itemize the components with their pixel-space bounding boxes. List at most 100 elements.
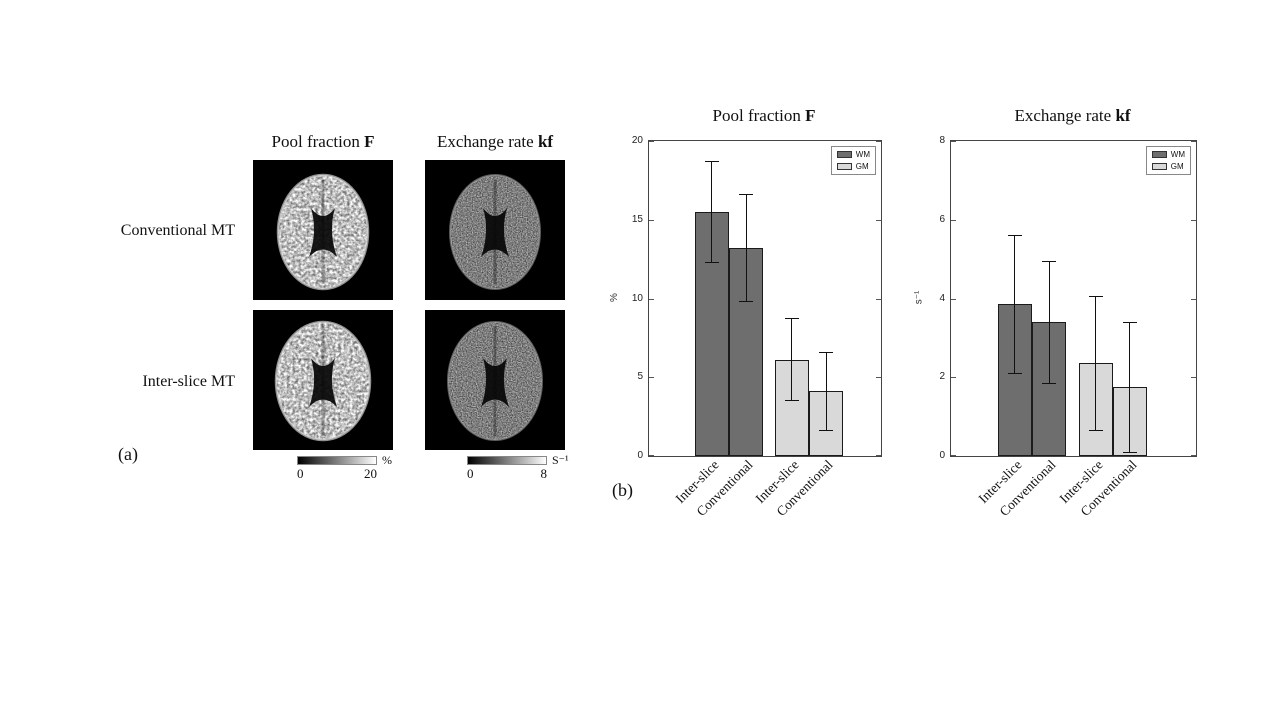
y-tick-mark xyxy=(1191,298,1196,300)
y-tick-mark xyxy=(951,455,956,456)
y-tick-mark xyxy=(1191,219,1196,221)
y-tick-mark xyxy=(876,455,881,456)
error-bar-line xyxy=(1095,296,1097,431)
legend: WM GM xyxy=(830,146,876,175)
legend-swatch-wm xyxy=(836,151,852,158)
colorbar-min: 0 xyxy=(467,466,474,481)
y-tick-label: 10 xyxy=(631,292,643,304)
y-tick-label: 5 xyxy=(637,371,643,383)
chart-title-text: Exchange rate xyxy=(1014,106,1112,125)
row-label-conventional-mt: Conventional MT xyxy=(120,222,235,239)
mri-map-inter-slice-exchange-rate xyxy=(425,310,565,450)
error-bar-line xyxy=(825,352,827,431)
error-bar-cap xyxy=(739,194,754,196)
y-tick-mark xyxy=(951,141,956,142)
mri-map-inter-slice-pool-fraction xyxy=(253,310,393,450)
column-header-pool-fraction: Pool fraction F xyxy=(253,132,393,152)
colorbar-max: 20 xyxy=(364,466,377,481)
error-bar-cap xyxy=(1088,429,1103,431)
legend-label-wm: WM xyxy=(1170,150,1185,159)
bar-chart-pool-fraction: Pool fraction F % WM GM 0 5 10 15 20 Inter-s… xyxy=(600,106,900,586)
y-tick-mark xyxy=(649,298,654,300)
colorbar-gradient xyxy=(297,456,377,465)
y-tick-label: 0 xyxy=(637,450,643,461)
y-tick-label: 0 xyxy=(939,450,945,461)
error-bar-cap xyxy=(1122,321,1137,323)
header-bold: kf xyxy=(537,132,554,151)
y-tick-mark xyxy=(876,377,881,379)
column-header-exchange-rate: Exchange rate kf xyxy=(425,132,565,152)
plot-area: WM GM 0 5 10 15 20 xyxy=(632,135,882,461)
error-bar-line xyxy=(1014,235,1016,374)
error-bar-cap xyxy=(784,318,799,320)
error-bar-line xyxy=(745,194,747,302)
y-tick-label: 8 xyxy=(939,135,945,146)
colorbar-unit: S⁻¹ xyxy=(552,453,569,467)
error-bar-cap xyxy=(1007,235,1022,236)
legend-swatch-gm xyxy=(836,163,852,170)
y-tick-label: 2 xyxy=(939,371,945,383)
error-bar-cap xyxy=(704,261,719,263)
error-bar-line xyxy=(1048,261,1050,384)
x-axis-labels: Inter-slice Conventional Inter-slice Conven… xyxy=(648,457,880,577)
y-tick-label: 15 xyxy=(631,213,643,225)
header-bold: F xyxy=(364,132,375,151)
y-tick-mark xyxy=(876,298,881,300)
y-tick-mark xyxy=(1191,141,1196,142)
legend-item-wm: WM xyxy=(1151,150,1185,159)
legend-swatch-gm xyxy=(1151,163,1167,170)
error-bar-cap xyxy=(1042,382,1056,384)
legend-swatch-wm xyxy=(1151,151,1167,158)
header-text: Exchange rate xyxy=(436,132,534,151)
error-bar-cap xyxy=(819,430,834,432)
legend-label-gm: GM xyxy=(1170,162,1184,171)
y-tick-mark xyxy=(876,219,881,221)
y-tick-mark xyxy=(876,141,881,142)
colorbar-exchange-rate: S⁻¹ 0 8 xyxy=(467,453,569,482)
error-bar-line xyxy=(711,161,713,263)
legend: WM GM xyxy=(1145,146,1191,175)
error-bar-cap xyxy=(784,400,799,402)
error-bar-cap xyxy=(739,301,754,303)
y-tick-mark xyxy=(951,219,956,221)
row-label-inter-slice-mt: Inter-slice MT xyxy=(142,373,235,390)
chart-title-bold: kf xyxy=(1115,106,1131,125)
mri-map-conventional-pool-fraction xyxy=(253,160,393,300)
colorbar-max: 8 xyxy=(540,466,548,481)
colorbar-min: 0 xyxy=(297,466,304,481)
colorbar-pool-fraction: % 0 20 xyxy=(297,453,392,482)
chart-title: Exchange rate kf xyxy=(950,106,1195,126)
chart-title-bold: F xyxy=(805,106,816,125)
legend-item-gm: GM xyxy=(836,162,870,171)
error-bar-cap xyxy=(704,160,719,162)
header-text: Pool fraction xyxy=(271,132,360,151)
x-axis-labels: Inter-slice Conventional Inter-slice Conven… xyxy=(950,457,1195,577)
error-bar-cap xyxy=(1007,372,1022,374)
panel-label-b: (b) xyxy=(612,480,633,500)
legend-label-wm: WM xyxy=(855,150,870,159)
error-bar-cap xyxy=(1122,451,1137,453)
error-bar-cap xyxy=(1088,296,1103,298)
chart-title: Pool fraction F xyxy=(648,106,880,126)
y-tick-mark xyxy=(1191,455,1196,456)
y-tick-mark xyxy=(951,298,956,300)
y-tick-mark xyxy=(649,455,654,456)
y-tick-mark xyxy=(649,219,654,221)
chart-title-text: Pool fraction xyxy=(712,106,801,125)
y-tick-label: 20 xyxy=(631,135,643,146)
error-bar-cap xyxy=(1042,260,1056,262)
y-tick-mark xyxy=(649,141,654,142)
legend-label-gm: GM xyxy=(855,162,869,171)
y-tick-mark xyxy=(649,377,654,379)
y-tick-mark xyxy=(951,377,956,379)
y-tick-label: 6 xyxy=(939,213,945,225)
legend-item-gm: GM xyxy=(1151,162,1185,171)
y-tick-mark xyxy=(1191,377,1196,379)
y-tick-label: 4 xyxy=(939,292,945,304)
plot-area: WM GM 0 2 4 6 8 xyxy=(939,135,1197,461)
error-bar-cap xyxy=(819,351,834,353)
panel-label-a: (a) xyxy=(118,444,138,464)
mri-map-conventional-exchange-rate xyxy=(425,160,565,300)
